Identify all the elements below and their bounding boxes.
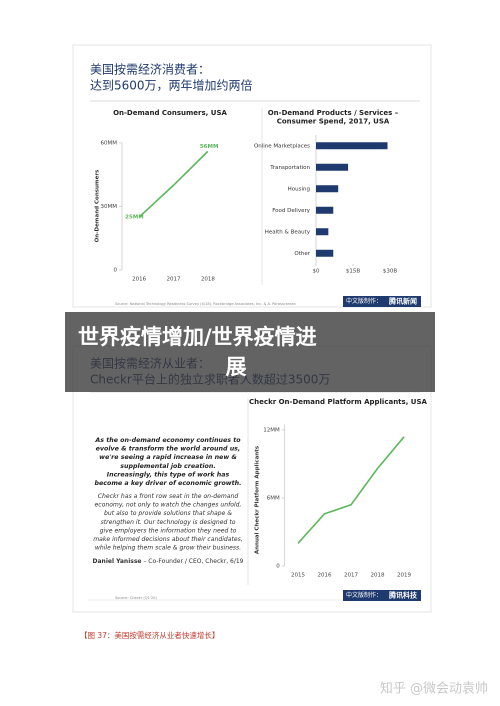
- value-label: 25MM: [125, 215, 144, 221]
- chart-title: Consumer Spend, 2017, USA: [277, 118, 390, 126]
- credit-label: 中文版制作：: [346, 591, 382, 599]
- slide-title: 达到5600万，两年增加约两倍: [90, 78, 253, 93]
- x-tick-label: 2015: [291, 573, 305, 579]
- credit-box: [343, 590, 421, 601]
- x-tick-label: 2018: [371, 573, 385, 579]
- brand: 腾讯新闻: [388, 297, 417, 306]
- author-part: Daniel Yanisse: [93, 558, 142, 565]
- chart-title: On-Demand Products / Services –: [268, 109, 399, 117]
- x-tick-label: $30B: [383, 269, 397, 275]
- data-line: [138, 150, 209, 218]
- x-tick-label: 2016: [318, 573, 332, 579]
- author-part: – Co-Founder / CEO, Checkr, 6/19: [141, 558, 243, 565]
- x-tick-label: 2016: [132, 277, 146, 283]
- caption: 【图 37：美国按需经济从业者快速增长】: [80, 630, 219, 640]
- data-line: [297, 436, 405, 544]
- y-axis-label: Annual Checkr Platform Applicants: [255, 445, 261, 554]
- y-axis-label: On-Demand Consumers: [95, 169, 101, 242]
- source-note: Source: National Technology Readiness Su…: [115, 302, 296, 306]
- bar: [316, 185, 339, 193]
- brand: 腾讯科技: [388, 591, 418, 600]
- y-tick-label: 0: [114, 268, 118, 274]
- x-tick-label: 2018: [201, 277, 215, 283]
- quote-bold: Increasingly, this type of work has: [107, 470, 230, 478]
- bar: [316, 163, 349, 171]
- quote-body: while helping them scale & grow their bu…: [95, 544, 241, 552]
- y-tick-label: 30MM: [101, 204, 118, 210]
- overlay-band: [65, 312, 435, 392]
- overlay-title: 展: [226, 355, 247, 379]
- quote-body: economy, not only to watch the changes u…: [95, 501, 242, 509]
- y-tick-label: 12MM: [263, 428, 280, 434]
- bar: [316, 228, 329, 236]
- quote-body: but also to provide solutions that shape…: [104, 509, 232, 517]
- quote-bold: evolve & transform the world around us,: [96, 445, 241, 453]
- source-note: Source: Checkr (Q1'20): [115, 596, 157, 600]
- credit-label: 中文版制作：: [346, 297, 382, 305]
- value-label: 56MM: [200, 144, 219, 150]
- quote-bold: supplemental job creation.: [120, 462, 216, 470]
- slide-1: [72, 44, 432, 308]
- bar: [316, 249, 334, 257]
- category-label: Health & Beauty: [265, 229, 311, 235]
- quote-author: Daniel Yanisse – Co-Founder / CEO, Check…: [93, 558, 244, 565]
- category-label: Online Marketplaces: [254, 143, 310, 149]
- bar: [316, 142, 388, 150]
- quote-bold: we're seeing a rapid increase in new &: [99, 454, 237, 461]
- overlay-title: 世界疫情增加/世界疫情进: [78, 325, 317, 349]
- quote-bold: As the on-demand economy continues to: [94, 436, 241, 444]
- slide-title: 美国按需经济消费者：: [90, 62, 210, 77]
- y-tick-label: 60MM: [101, 140, 118, 146]
- credit-box: [343, 296, 421, 307]
- chart-title: On-Demand Consumers, USA: [113, 109, 227, 117]
- quote-body: give employers the information they need…: [100, 526, 237, 534]
- x-tick-label: 2017: [344, 573, 358, 579]
- quote-body: strengthen it. Our technology is designe…: [101, 518, 236, 526]
- category-label: Housing: [288, 186, 310, 192]
- bar: [316, 206, 334, 214]
- x-tick-label: 2019: [397, 573, 411, 579]
- y-tick-label: 6MM: [267, 496, 280, 502]
- category-label: Food Delivery: [272, 208, 311, 214]
- quote-bold: become a key driver of economic growth.: [95, 479, 242, 487]
- category-label: Other: [294, 251, 310, 257]
- quote-body: Checkr has a front row seat in the on-de…: [98, 492, 239, 500]
- x-tick-label: $0: [313, 269, 320, 275]
- x-tick-label: $15B: [346, 269, 360, 275]
- quote-body: make informed decisions about their cand…: [93, 535, 243, 543]
- chart-title: Checkr On-Demand Platform Applicants, US…: [249, 398, 427, 406]
- x-tick-label: 2017: [167, 277, 181, 283]
- category-label: Transportation: [269, 165, 310, 171]
- y-tick-label: 0: [276, 564, 280, 570]
- watermark: 知乎 @微会动袁帅: [380, 681, 488, 697]
